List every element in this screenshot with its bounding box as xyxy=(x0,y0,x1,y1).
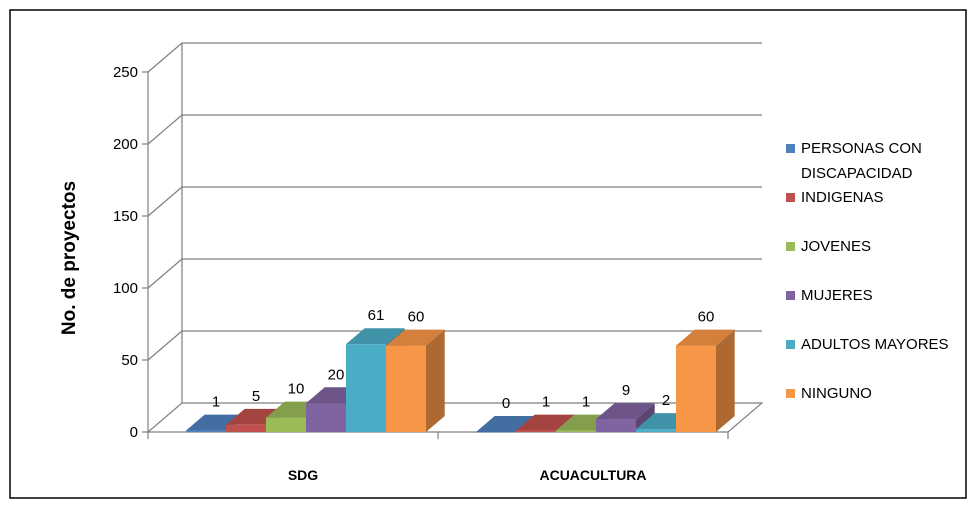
data-label: 1 xyxy=(582,394,590,411)
bar-top xyxy=(596,403,655,420)
bar-front xyxy=(556,430,596,432)
data-label: 1 xyxy=(212,394,220,411)
bar-front xyxy=(186,430,226,432)
legend-swatch xyxy=(786,242,795,251)
legend-label: ADULTOS MAYORES xyxy=(801,336,949,353)
bar xyxy=(386,329,445,432)
gridline xyxy=(147,186,762,217)
bar-front xyxy=(266,417,306,432)
legend-label: NINGUNO xyxy=(801,385,872,402)
data-label: 20 xyxy=(328,366,345,383)
bar-top xyxy=(346,328,405,345)
legend-item: PERSONAS CON DISCAPACIDAD xyxy=(786,140,922,182)
y-tick-label: 100 xyxy=(113,280,138,297)
data-label: 1 xyxy=(542,394,550,411)
data-label: 5 xyxy=(252,388,260,405)
data-label: 2 xyxy=(662,392,670,409)
legend-label: PERSONAS CON DISCAPACIDAD xyxy=(801,140,922,182)
bar-front xyxy=(226,424,266,432)
bars xyxy=(186,328,735,433)
category-label: SDG xyxy=(288,467,318,483)
data-labels: 1 5 10 20 61 60 0 1 1 9 2 60 xyxy=(212,307,715,412)
bar-top xyxy=(516,414,575,431)
x-axis: SDG ACUACULTURA xyxy=(147,432,729,483)
bar-front xyxy=(386,345,426,432)
data-label: 10 xyxy=(288,381,305,398)
legend-label: JOVENES xyxy=(801,238,871,255)
legend-label: MUJERES xyxy=(801,287,873,304)
legend-label: INDIGENAS xyxy=(801,189,884,206)
bar-front xyxy=(346,344,386,432)
data-label: 9 xyxy=(622,382,630,399)
legend-swatch xyxy=(786,291,795,300)
gridline xyxy=(147,42,762,73)
legend-item: JOVENES xyxy=(786,238,871,255)
bar-front xyxy=(596,419,636,432)
legend-item: ADULTOS MAYORES xyxy=(786,336,949,353)
bar-front xyxy=(306,403,346,432)
legend-swatch xyxy=(786,193,795,202)
bar xyxy=(676,329,735,432)
y-tick-label: 250 xyxy=(113,64,138,81)
legend-swatch xyxy=(786,144,795,153)
category-label: ACUACULTURA xyxy=(539,467,646,483)
y-tick-label: 200 xyxy=(113,136,138,153)
bar-side xyxy=(636,403,655,432)
bar-side xyxy=(716,329,735,432)
legend-item: NINGUNO xyxy=(786,385,872,402)
y-tick-label: 0 xyxy=(130,424,138,441)
legend-item: INDIGENAS xyxy=(786,189,884,206)
data-label: 60 xyxy=(408,309,425,326)
legend: PERSONAS CON DISCAPACIDAD INDIGENAS JOVENES… xyxy=(786,140,949,402)
bar-top xyxy=(676,329,735,346)
legend-swatch xyxy=(786,389,795,398)
bar-front xyxy=(636,429,676,432)
bar-front xyxy=(516,430,556,432)
gridlines xyxy=(147,42,762,403)
y-axis-label: No. de proyectos xyxy=(59,181,80,335)
data-label: 61 xyxy=(368,307,385,324)
gridline xyxy=(147,114,762,145)
legend-swatch xyxy=(786,340,795,349)
bar-front xyxy=(476,432,516,433)
y-axis: 0 50 100 150 200 250 xyxy=(113,64,149,441)
bar-front xyxy=(676,345,716,432)
data-label: 60 xyxy=(698,309,715,326)
legend-item: MUJERES xyxy=(786,287,873,304)
bar-top xyxy=(386,329,445,346)
y-tick-label: 50 xyxy=(121,352,138,369)
data-label: 0 xyxy=(502,395,510,412)
bar-side xyxy=(426,329,445,432)
gridline xyxy=(147,258,762,289)
gridline xyxy=(147,330,762,361)
y-tick-label: 150 xyxy=(113,208,138,225)
bar xyxy=(596,403,655,432)
